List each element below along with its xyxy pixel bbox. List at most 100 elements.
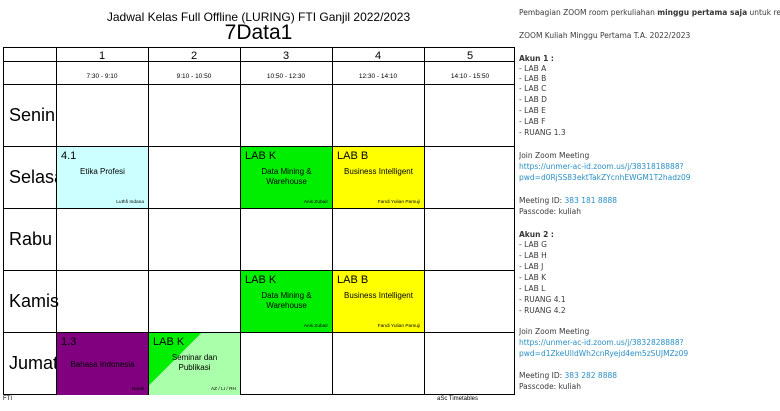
- grid-line: [4, 332, 514, 333]
- lesson-cell[interactable]: LAB K Data Mining & Warehouse Anis Zubai…: [241, 271, 332, 332]
- account-room: - RUANG 4.2: [519, 306, 566, 315]
- period-number: 4: [374, 50, 382, 62]
- lesson-teacher: AZ / LI / RH: [210, 387, 236, 392]
- zoom-link-line[interactable]: https://unmer-ac-id.zoom.us/j/3832828888…: [519, 338, 684, 347]
- lesson-teacher: Anis Zubair: [303, 200, 328, 205]
- period-time: 12:30 - 14:10: [358, 73, 398, 80]
- lesson-cell[interactable]: LAB B Business Intelligent Fandi Yulian …: [333, 147, 424, 208]
- lesson-subject: Etika Profesi: [80, 167, 125, 176]
- grid-line: [4, 61, 514, 62]
- footer-school: FTI: [3, 396, 12, 402]
- grid-line: [4, 84, 514, 85]
- grid-line: [4, 208, 514, 209]
- meeting-id-value[interactable]: 383 282 8888: [564, 371, 618, 380]
- period-time: 14:10 - 15:50: [450, 73, 490, 80]
- lesson-teacher: Fandi Yulian Pamuji: [377, 200, 420, 205]
- zoom-intro: Pembagian ZOOM room perkuliahan minggu p…: [519, 8, 780, 18]
- grid-line: [4, 270, 514, 271]
- lesson-teacher: Luthfi Indana: [116, 200, 144, 205]
- meeting-id: Meeting ID: 383 282 8888: [519, 371, 617, 381]
- timetable-panel: Jadwal Kelas Full Offline (LURING) FTI G…: [3, 10, 515, 402]
- period-time: 10:50 - 12:30: [266, 73, 306, 80]
- period-number: 5: [466, 50, 474, 62]
- passcode: Passcode: kuliah: [519, 207, 581, 216]
- account-room: - LAB D: [519, 95, 547, 104]
- zoom-intro-bold: minggu pertama saja: [657, 8, 748, 17]
- timetable-title: Jadwal Kelas Full Offline (LURING) FTI G…: [106, 10, 411, 24]
- day-label: Senin: [9, 105, 56, 125]
- day-label: Jumat: [9, 353, 59, 373]
- day-label: Kamis: [9, 291, 60, 311]
- account-room: - LAB H: [519, 251, 547, 260]
- account-room: - LAB A: [519, 64, 547, 73]
- lesson-cell[interactable]: LAB B Business Intelligent Fandi Yulian …: [333, 271, 424, 332]
- period-number: 2: [190, 50, 198, 62]
- lesson-subject: Data Mining & Warehouse: [261, 167, 312, 186]
- lesson-room: LAB K: [245, 274, 277, 286]
- period-time: 9:10 - 10:50: [176, 73, 212, 80]
- account-room: - LAB K: [519, 273, 547, 282]
- account-label-text: Akun 2 :: [519, 230, 554, 239]
- day-label: Rabu: [9, 229, 53, 249]
- class-name: 7Data1: [224, 21, 293, 44]
- zoom-intro-suffix: untuk reg: [749, 8, 780, 17]
- account-label: Akun 2 :: [519, 230, 554, 240]
- timetable-grid: 1 2 3 4 5 7:30 - 9:10 9:10 - 10:50 10:50…: [3, 47, 515, 395]
- lesson-room: 4.1: [61, 150, 77, 162]
- period-time: 7:30 - 9:10: [86, 73, 118, 80]
- zoom-link[interactable]: pwd=d0RjSS83ektTakZYcnhEWGM1T2hadz09: [519, 173, 691, 183]
- lesson-subject: Data Mining & Warehouse: [261, 291, 312, 310]
- lesson-cell[interactable]: LAB K Seminar dan Publikasi AZ / LI / RH: [149, 333, 240, 395]
- passcode: Passcode: kuliah: [519, 382, 581, 391]
- account-room: - RUANG 1.3: [519, 128, 566, 137]
- grid-line: [4, 146, 514, 147]
- zoom-link[interactable]: https://unmer-ac-id.zoom.us/j/3832828888…: [519, 338, 684, 348]
- period-number: 1: [98, 50, 106, 62]
- grid-line: [148, 48, 149, 394]
- zoom-intro-text: Pembagian ZOOM room perkuliahan: [519, 8, 658, 17]
- account-room: - LAB E: [519, 106, 546, 115]
- grid-line: [424, 48, 425, 394]
- zoom-link[interactable]: pwd=d1ZkeUlldWh2cnRyejd4em5zSUJMZz09: [519, 349, 688, 359]
- lesson-teacher: Anis Zubair: [303, 324, 328, 329]
- zoom-heading: ZOOM Kuliah Minggu Pertama T.A. 2022/202…: [519, 31, 691, 40]
- footer-brand: aSc Timetables: [437, 396, 479, 402]
- lesson-teacher: Nanik: [131, 387, 144, 392]
- account-room: - LAB J: [519, 262, 544, 271]
- period-number: 3: [282, 50, 290, 62]
- grid-line: [332, 48, 333, 394]
- meeting-id: Meeting ID: 383 181 8888: [519, 196, 617, 206]
- account-room: - LAB F: [519, 117, 546, 126]
- zoom-link-line[interactable]: pwd=d0RjSS83ektTakZYcnhEWGM1T2hadz09: [519, 173, 691, 182]
- join-label: Join Zoom Meeting: [519, 327, 590, 336]
- account-room: - LAB L: [519, 284, 546, 293]
- lesson-subject: Bahasa Indonesia: [70, 360, 135, 369]
- zoom-link[interactable]: https://unmer-ac-id.zoom.us/j/38318188​8…: [519, 162, 684, 172]
- lesson-room: LAB B: [337, 274, 369, 286]
- account-label-text: Akun 1 :: [519, 54, 554, 63]
- grid-line: [56, 48, 57, 394]
- zoom-link-line[interactable]: pwd=d1ZkeUlldWh2cnRyejd4em5zSUJMZz09: [519, 349, 689, 358]
- day-label: Selasa: [9, 167, 65, 187]
- account-room: - LAB B: [519, 74, 547, 83]
- lesson-teacher: Fandi Yulian Pamuji: [377, 324, 420, 329]
- account-room: - LAB C: [519, 84, 547, 93]
- zoom-info-panel: Pembagian ZOOM room perkuliahan minggu p…: [519, 0, 780, 411]
- meeting-id-value[interactable]: 383 181 8888: [564, 196, 618, 205]
- lesson-subject: Business Intelligent: [344, 291, 413, 300]
- lesson-subject: Seminar dan Publikasi: [171, 353, 218, 372]
- join-label: Join Zoom Meeting: [519, 151, 590, 160]
- lesson-cell[interactable]: LAB K Data Mining & Warehouse Anis Zubai…: [241, 147, 332, 208]
- lesson-room: LAB B: [337, 150, 369, 162]
- lesson-subject: Business Intelligent: [344, 167, 413, 176]
- lesson-room: LAB K: [153, 336, 185, 348]
- account-room: - RUANG 4.1: [519, 295, 566, 304]
- zoom-link-line[interactable]: https://unmer-ac-id.zoom.us/j/38318188​8…: [519, 162, 684, 171]
- meeting-id-label: Meeting ID:: [519, 371, 565, 380]
- grid-line: [240, 48, 241, 394]
- lesson-cell[interactable]: 1.3 Bahasa Indonesia Nanik: [57, 333, 148, 395]
- lesson-cell[interactable]: 4.1 Etika Profesi Luthfi Indana: [57, 147, 148, 208]
- account-label: Akun 1 :: [519, 54, 554, 64]
- meeting-id-label: Meeting ID:: [519, 196, 565, 205]
- account-room: - LAB G: [519, 240, 547, 249]
